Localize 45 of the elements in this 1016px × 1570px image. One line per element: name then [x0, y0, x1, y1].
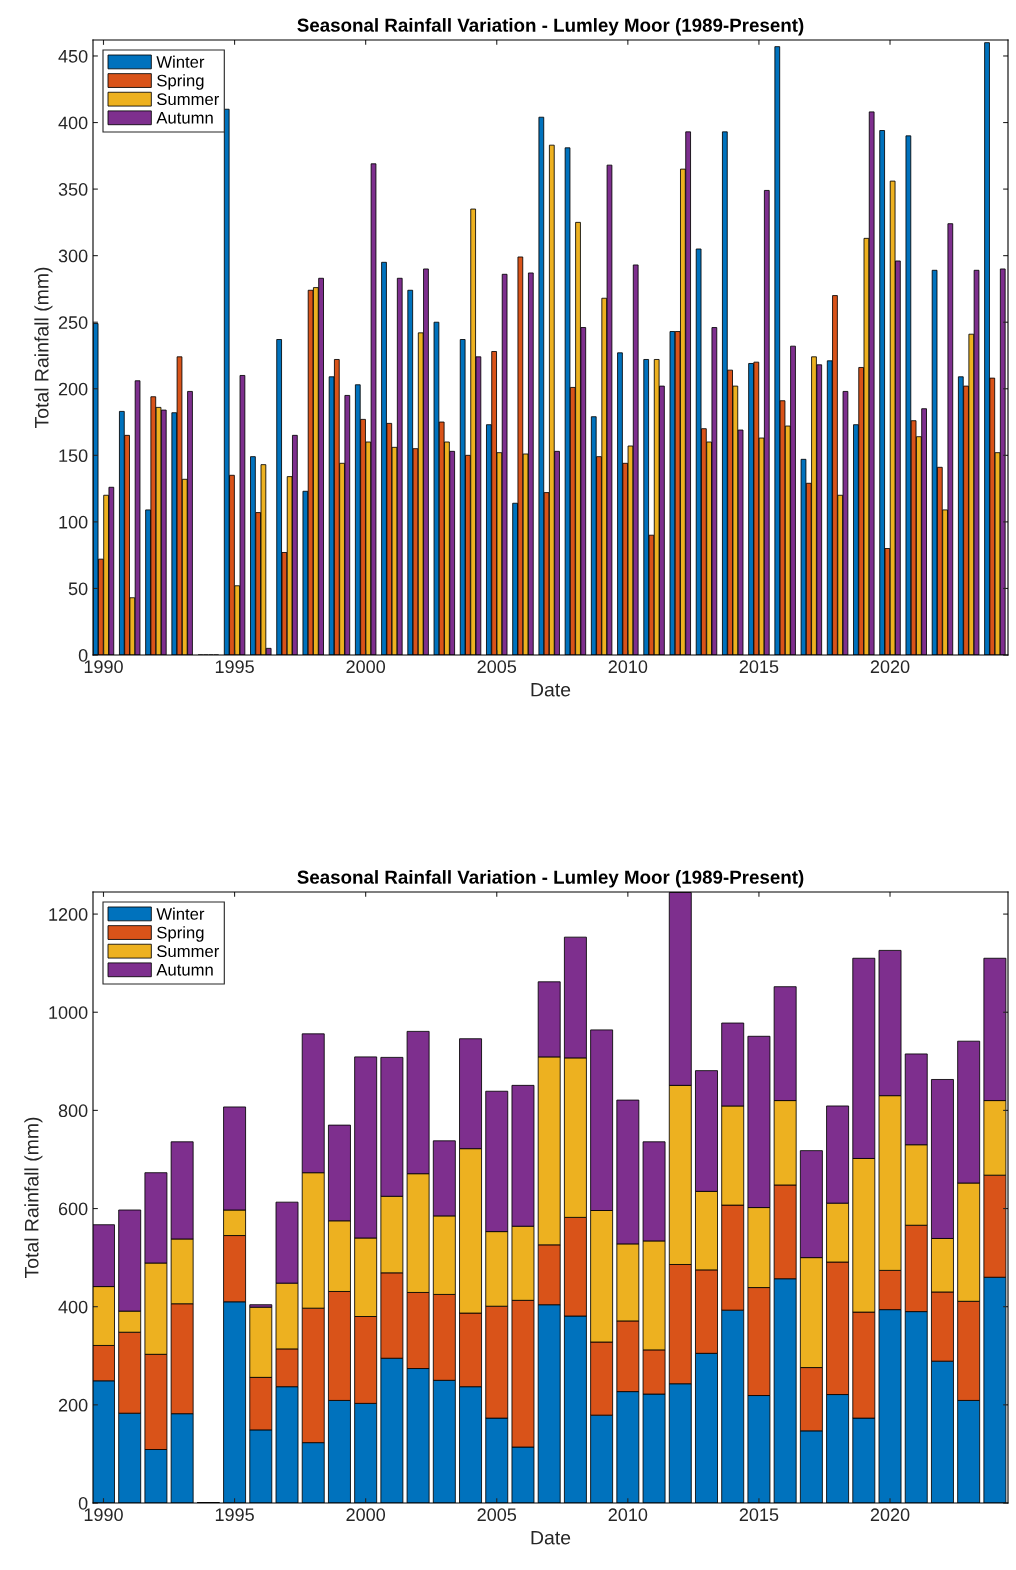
x-tick-label: 1995 [215, 660, 254, 674]
y-tick-label: 150 [59, 449, 88, 463]
y-tick-label: 0 [78, 1496, 88, 1510]
x-tick-label: 2005 [477, 1508, 517, 1522]
y-tick-label: 100 [59, 515, 88, 529]
y-tick-label: 350 [58, 183, 88, 196]
y-tick-label: 200 [58, 1398, 88, 1412]
x-tick-label: 1990 [84, 660, 123, 674]
legend-label: Winter [156, 907, 205, 920]
legend-label: Summer [157, 93, 220, 106]
y-axis-title: Total Rainfall (mm) [24, 1117, 43, 1279]
x-axis-title: Date [531, 1530, 571, 1545]
y-tick-label: 0 [78, 648, 88, 662]
y-tick-label: 250 [58, 316, 88, 329]
x-tick-label: 1990 [84, 1508, 123, 1522]
y-tick-label: 200 [58, 382, 88, 396]
y-tick-label: 300 [58, 249, 88, 263]
y-tick-label: 1000 [49, 1006, 88, 1019]
x-tick-label: 2000 [346, 1508, 386, 1522]
legend-label: Winter [156, 55, 205, 68]
y-tick-label: 400 [58, 1300, 88, 1314]
y-tick-label: 50 [68, 582, 88, 596]
x-tick-label: 2015 [739, 660, 779, 674]
y-tick-label: 600 [58, 1202, 88, 1216]
y-tick-label: 450 [58, 49, 88, 63]
x-tick-label: 2000 [346, 660, 386, 674]
y-tick-label: 1200 [49, 908, 88, 921]
y-tick-label: 800 [58, 1104, 88, 1118]
x-tick-label: 2010 [608, 1508, 648, 1522]
x-tick-label: 2020 [870, 660, 910, 674]
legend-label: Autumn [156, 964, 213, 976]
legend-label: Spring [157, 926, 204, 942]
x-tick-label: 2005 [477, 660, 517, 674]
legend-label: Autumn [156, 112, 213, 124]
y-axis-title: Total Rainfall (mm) [34, 267, 53, 429]
x-axis-title: Date [531, 682, 571, 697]
x-tick-label: 2020 [870, 1508, 910, 1522]
x-tick-label: 2015 [739, 1508, 779, 1522]
legend-label: Spring [157, 74, 204, 90]
x-tick-label: 1995 [215, 1508, 254, 1522]
legend-label: Summer [157, 945, 220, 958]
chart-title: Seasonal Rainfall Variation - Lumley Moor (1989-Present) [297, 18, 804, 36]
chart-title: Seasonal Rainfall Variation - Lumley Moor (1989-Present) [297, 870, 804, 888]
y-tick-label: 400 [58, 116, 88, 130]
x-tick-label: 2010 [608, 660, 648, 674]
